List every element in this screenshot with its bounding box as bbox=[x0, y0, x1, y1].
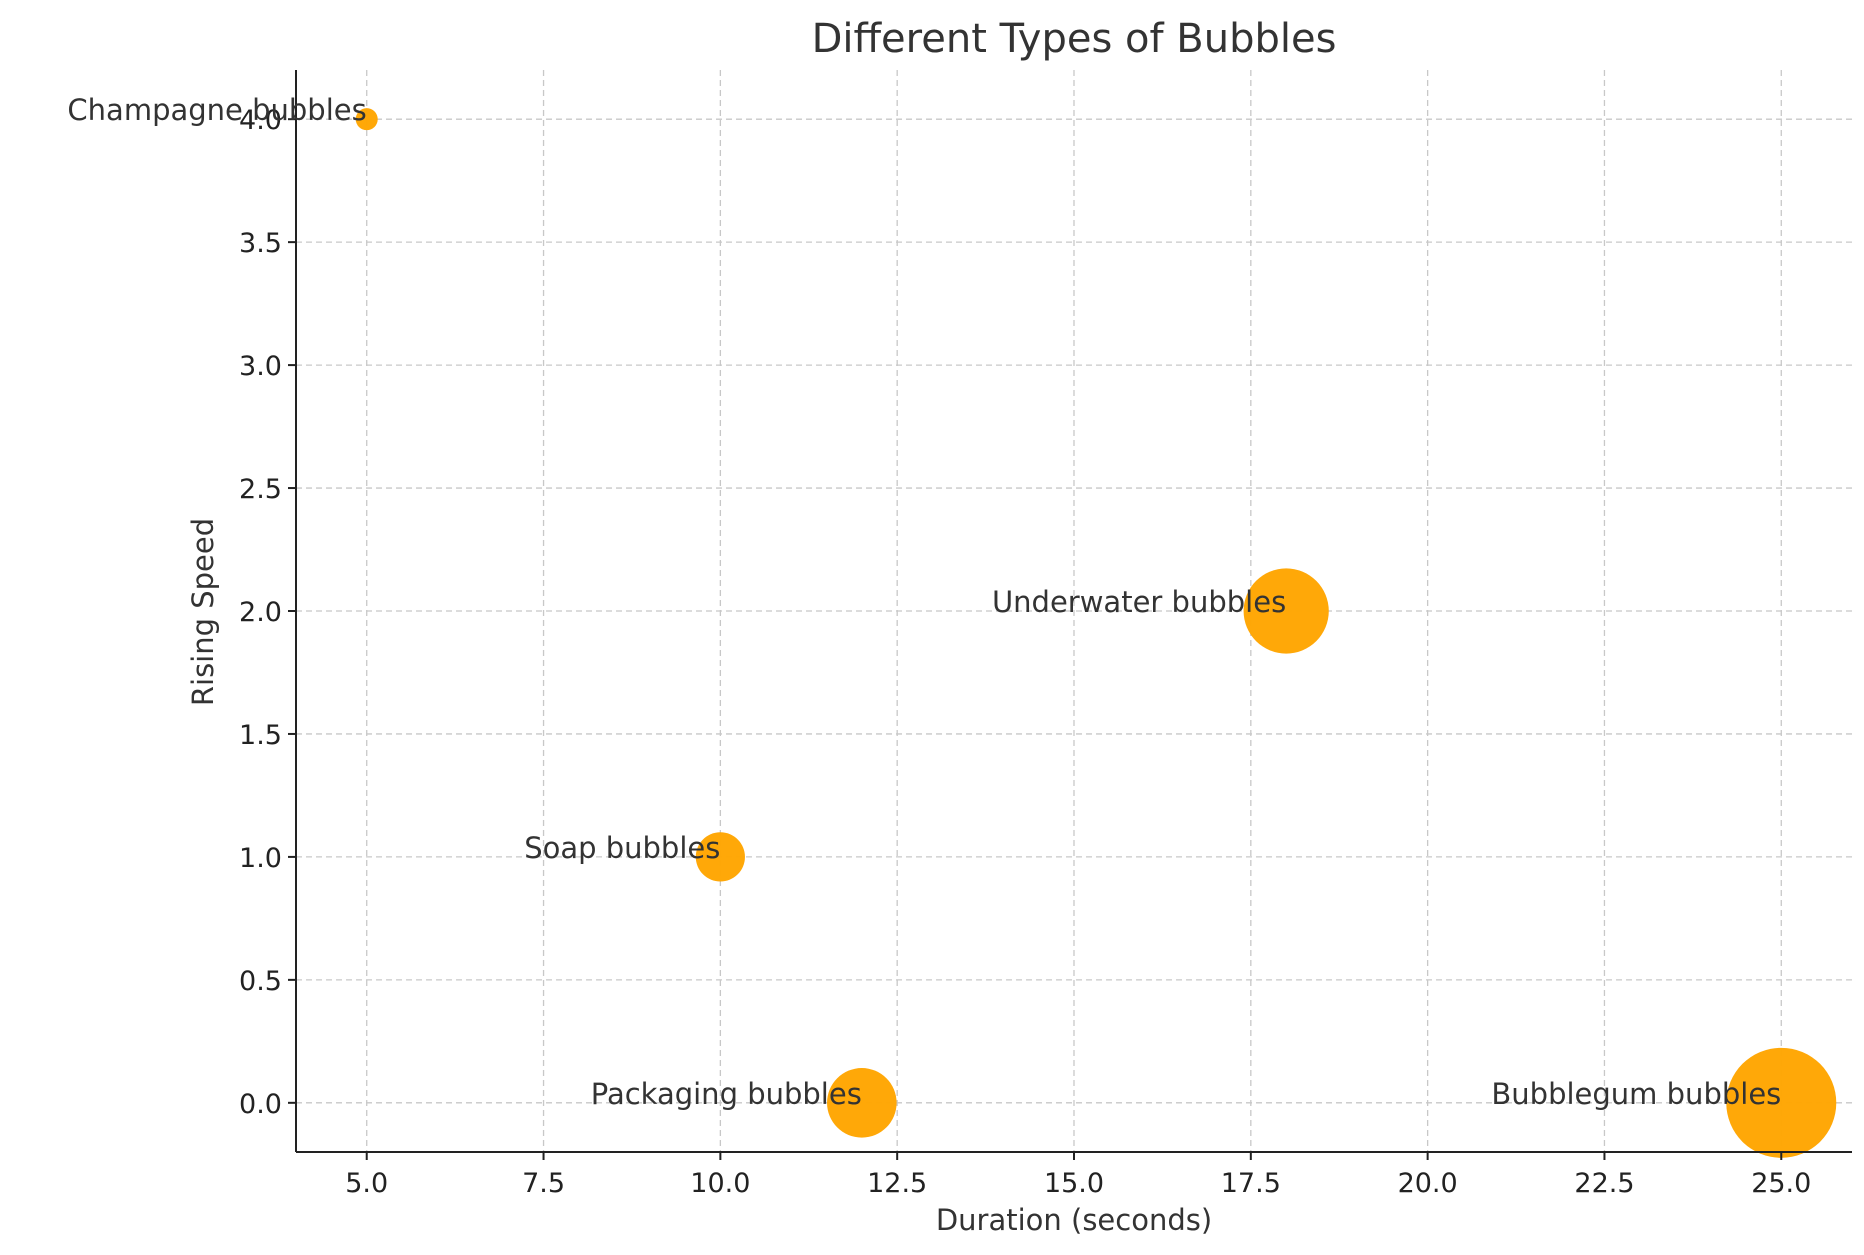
x-tick-label: 12.5 bbox=[867, 1168, 927, 1199]
y-tick-label: 3.5 bbox=[239, 228, 282, 259]
x-tick-label: 10.0 bbox=[690, 1168, 750, 1199]
x-tick-label: 22.5 bbox=[1574, 1168, 1634, 1199]
x-tick-label: 5.0 bbox=[345, 1168, 388, 1199]
y-tick-label: 0.5 bbox=[239, 966, 282, 997]
x-tick-label: 20.0 bbox=[1398, 1168, 1458, 1199]
ticks: 5.0 7.5 10.0 12.5 15.0 17.5 20.0 22.5 25.0 0.0 0.5… bbox=[239, 105, 1811, 1199]
x-tick-label: 15.0 bbox=[1044, 1168, 1104, 1199]
y-tick-label: 2.0 bbox=[239, 597, 282, 628]
bubble-point bbox=[355, 108, 378, 131]
y-axis-title: Rising Speed bbox=[186, 518, 220, 706]
data-points bbox=[355, 108, 1837, 1158]
y-tick-label: 4.0 bbox=[239, 105, 282, 136]
x-tick-label: 17.5 bbox=[1221, 1168, 1281, 1199]
point-label: Champagne bubbles bbox=[67, 93, 366, 127]
y-tick-label: 1.5 bbox=[239, 720, 282, 751]
point-labels: Champagne bubbles Soap bubbles Packaging b… bbox=[67, 93, 1781, 1111]
bubble-point bbox=[695, 832, 745, 882]
point-label: Packaging bubbles bbox=[591, 1077, 862, 1111]
x-tick-label: 25.0 bbox=[1751, 1168, 1811, 1199]
chart-title: Different Types of Bubbles bbox=[812, 16, 1337, 62]
bubble-point bbox=[827, 1068, 897, 1138]
y-tick-label: 0.0 bbox=[239, 1089, 282, 1120]
y-tick-label: 2.5 bbox=[239, 474, 282, 505]
x-tick-label: 7.5 bbox=[522, 1168, 565, 1199]
y-tick-label: 3.0 bbox=[239, 351, 282, 382]
bubble-point bbox=[1726, 1047, 1837, 1158]
bubble-point bbox=[1243, 568, 1329, 654]
point-label: Underwater bubbles bbox=[992, 585, 1286, 619]
y-tick-label: 1.0 bbox=[239, 843, 282, 874]
x-axis-title: Duration (seconds) bbox=[936, 1203, 1212, 1237]
point-label: Bubblegum bubbles bbox=[1491, 1077, 1781, 1111]
point-label: Soap bubbles bbox=[524, 831, 720, 865]
